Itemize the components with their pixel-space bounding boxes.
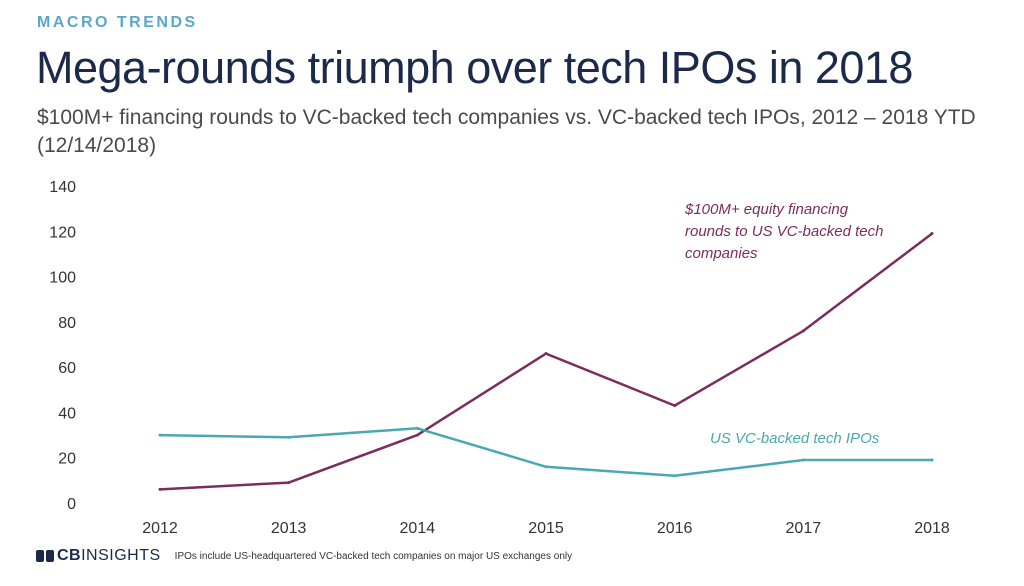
y-tick-label: 100 <box>49 270 76 287</box>
x-tick-label: 2016 <box>657 520 693 537</box>
mega-rounds-label-line: rounds to US VC-backed tech <box>685 223 883 240</box>
logo-text-light: INSIGHTS <box>81 547 161 564</box>
x-axis: 2012 2013 2014 2015 2016 2017 2018 <box>142 520 950 537</box>
mega-rounds-label: $100M+ equity financing rounds to US VC-b… <box>684 201 883 262</box>
cbinsights-logo-icon <box>36 550 54 562</box>
data-point <box>544 352 548 356</box>
data-point <box>287 481 291 485</box>
y-tick-label: 140 <box>49 179 76 196</box>
series-lines <box>158 232 934 491</box>
data-point <box>158 487 162 491</box>
tech-ipos-label-line: US VC-backed tech IPOs <box>710 430 880 447</box>
data-point <box>415 426 419 430</box>
mega-rounds-line <box>158 232 934 491</box>
cbinsights-logo: CBINSIGHTS <box>36 547 161 565</box>
x-tick-label: 2015 <box>528 520 564 537</box>
series-annotations: $100M+ equity financing rounds to US VC-b… <box>684 201 883 447</box>
mega-rounds-label-line: $100M+ equity financing <box>684 201 849 218</box>
y-tick-label: 60 <box>58 360 76 377</box>
data-point <box>930 232 934 236</box>
data-point <box>801 329 805 333</box>
x-tick-label: 2017 <box>786 520 822 537</box>
footer: CBINSIGHTS IPOs include US-headquartered… <box>36 546 572 566</box>
mega-rounds-label-line: companies <box>685 245 758 262</box>
x-tick-label: 2013 <box>271 520 307 537</box>
x-tick-label: 2018 <box>914 520 950 537</box>
logo-text-bold: CB <box>57 547 82 564</box>
data-point <box>415 433 419 437</box>
data-point <box>801 458 805 462</box>
tech-ipos-label: US VC-backed tech IPOs <box>710 430 880 447</box>
footnote: IPOs include US-headquartered VC-backed … <box>174 550 573 562</box>
data-point <box>930 458 934 462</box>
y-tick-label: 80 <box>58 315 76 332</box>
y-axis: 0 20 40 60 80 100 120 140 <box>49 179 76 513</box>
x-tick-label: 2014 <box>400 520 436 537</box>
y-tick-label: 20 <box>58 451 76 468</box>
x-tick-label: 2012 <box>142 520 178 537</box>
eyebrow-label: MACRO TRENDS <box>37 14 198 31</box>
data-point <box>673 474 677 478</box>
page-title: Mega-rounds triumph over tech IPOs in 20… <box>36 42 913 93</box>
data-point <box>287 435 291 439</box>
y-tick-label: 0 <box>67 496 76 513</box>
data-point <box>544 465 548 469</box>
data-point <box>158 433 162 437</box>
y-tick-label: 120 <box>49 224 76 241</box>
data-point <box>673 404 677 408</box>
y-tick-label: 40 <box>58 405 76 422</box>
page-subtitle: $100M+ financing rounds to VC-backed tec… <box>37 106 976 157</box>
